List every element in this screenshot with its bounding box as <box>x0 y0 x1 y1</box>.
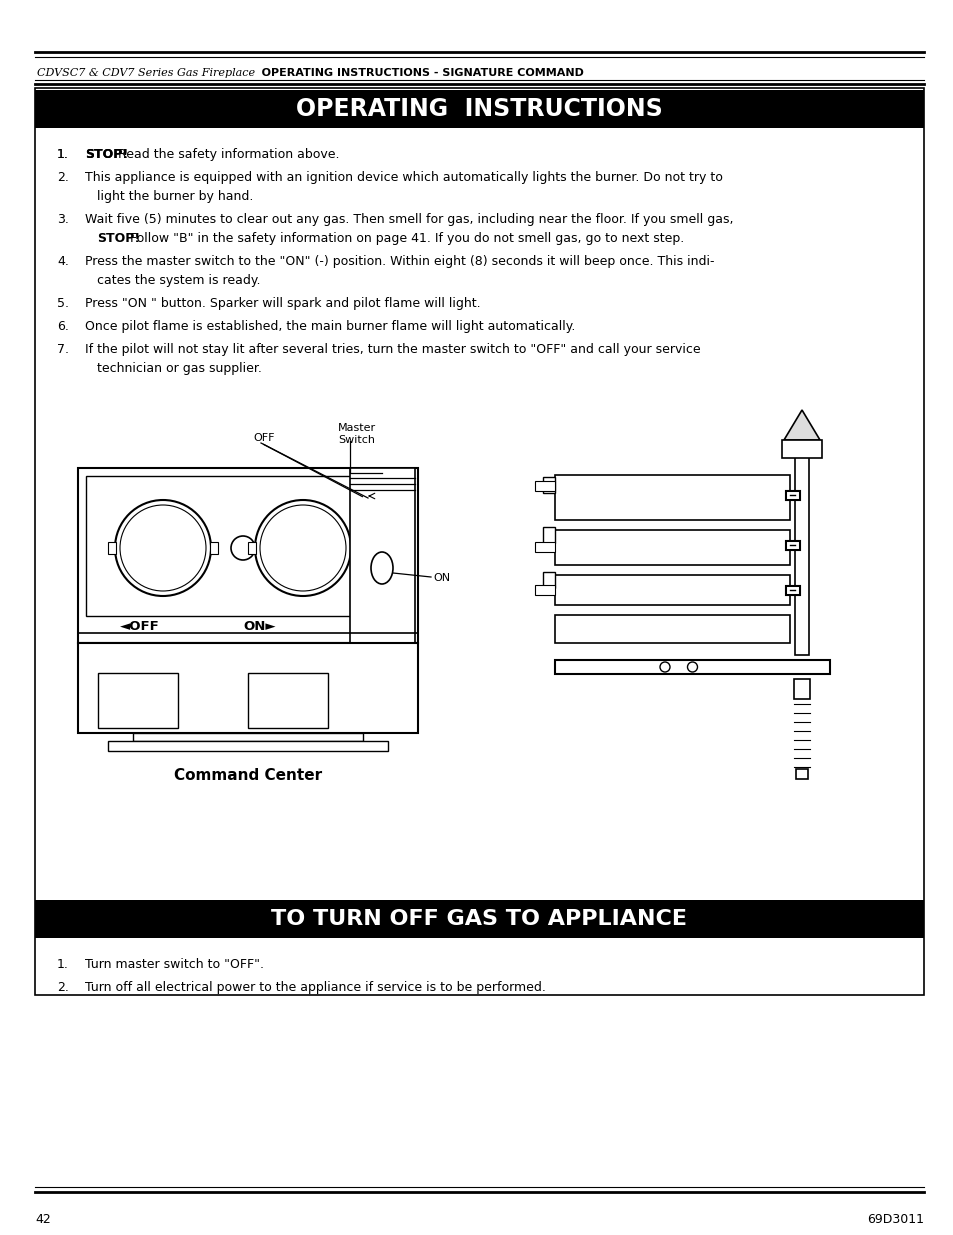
Text: Turn off all electrical power to the appliance if service is to be performed.: Turn off all electrical power to the app… <box>85 981 545 994</box>
Text: Once pilot flame is established, the main burner flame will light automatically.: Once pilot flame is established, the mai… <box>85 320 575 333</box>
Text: Turn master switch to "OFF".: Turn master switch to "OFF". <box>85 958 264 971</box>
Bar <box>248 673 328 727</box>
Text: 1.: 1. <box>57 148 69 161</box>
Bar <box>555 659 829 674</box>
Circle shape <box>115 500 211 597</box>
Bar <box>535 480 555 492</box>
Text: STOP!: STOP! <box>97 232 140 245</box>
Text: 7.: 7. <box>57 343 69 356</box>
Ellipse shape <box>371 552 393 584</box>
Text: OPERATING  INSTRUCTIONS: OPERATING INSTRUCTIONS <box>295 98 662 121</box>
Bar <box>794 425 808 655</box>
Text: 1.: 1. <box>57 958 69 971</box>
Bar <box>98 673 178 727</box>
Text: OFF: OFF <box>253 433 274 443</box>
Text: This appliance is equipped with an ignition device which automatically lights th: This appliance is equipped with an ignit… <box>85 170 722 184</box>
Text: TO TURN OFF GAS TO APPLIANCE: TO TURN OFF GAS TO APPLIANCE <box>272 909 687 929</box>
Bar <box>542 572 555 588</box>
Text: 4.: 4. <box>57 254 69 268</box>
Bar <box>86 475 355 616</box>
Text: 6.: 6. <box>57 320 69 333</box>
Bar <box>542 477 555 493</box>
Circle shape <box>231 536 254 559</box>
Circle shape <box>659 662 669 672</box>
Bar <box>795 769 807 779</box>
Text: 42: 42 <box>35 1213 51 1226</box>
Text: Switch: Switch <box>337 435 375 445</box>
Text: If the pilot will not stay lit after several tries, turn the master switch to "O: If the pilot will not stay lit after sev… <box>85 343 700 356</box>
Bar <box>555 615 789 643</box>
Bar <box>108 542 116 555</box>
Circle shape <box>687 662 697 672</box>
Bar <box>210 542 218 555</box>
Text: 2.: 2. <box>57 170 69 184</box>
Polygon shape <box>783 410 820 440</box>
Circle shape <box>254 500 351 597</box>
Text: 3.: 3. <box>57 212 69 226</box>
Bar <box>248 542 255 555</box>
Text: ON►: ON► <box>243 620 275 634</box>
Text: CDVSC7 & CDV7 Series Gas Fireplace: CDVSC7 & CDV7 Series Gas Fireplace <box>37 68 254 78</box>
Text: Master: Master <box>337 424 375 433</box>
Circle shape <box>120 505 206 592</box>
Bar <box>535 585 555 595</box>
Bar <box>793 679 809 699</box>
Bar <box>35 88 923 995</box>
Text: Read the safety information above.: Read the safety information above. <box>113 148 339 161</box>
Text: Follow "B" in the safety information on page 41. If you do not smell gas, go to : Follow "B" in the safety information on … <box>126 232 683 245</box>
Text: light the burner by hand.: light the burner by hand. <box>97 190 253 203</box>
Text: 5.: 5. <box>57 296 69 310</box>
Circle shape <box>260 505 346 592</box>
Bar <box>350 468 415 643</box>
Text: 1.: 1. <box>57 148 69 161</box>
Bar <box>78 643 417 734</box>
Bar <box>132 734 363 741</box>
Bar <box>535 542 555 552</box>
Text: 69D3011: 69D3011 <box>866 1213 923 1226</box>
Bar <box>108 741 388 751</box>
Bar <box>35 90 923 128</box>
Text: Press "ON " button. Sparker will spark and pilot flame will light.: Press "ON " button. Sparker will spark a… <box>85 296 480 310</box>
Text: Wait five (5) minutes to clear out any gas. Then smell for gas, including near t: Wait five (5) minutes to clear out any g… <box>85 212 733 226</box>
Bar <box>350 542 357 555</box>
Text: cates the system is ready.: cates the system is ready. <box>97 274 260 287</box>
Text: ◄OFF: ◄OFF <box>120 620 159 634</box>
Bar <box>555 530 789 564</box>
Bar <box>78 468 417 643</box>
Text: Press the master switch to the "ON" (-) position. Within eight (8) seconds it wi: Press the master switch to the "ON" (-) … <box>85 254 714 268</box>
Text: Command Center: Command Center <box>173 768 322 783</box>
Bar <box>781 440 821 458</box>
Text: ON: ON <box>433 573 450 583</box>
Text: OPERATING INSTRUCTIONS - SIGNATURE COMMAND: OPERATING INSTRUCTIONS - SIGNATURE COMMA… <box>250 68 583 78</box>
Text: technician or gas supplier.: technician or gas supplier. <box>97 362 262 375</box>
Bar <box>542 527 555 543</box>
Bar <box>555 576 789 605</box>
Text: STOP!: STOP! <box>85 148 128 161</box>
Bar <box>35 900 923 939</box>
Text: STOP!: STOP! <box>85 148 128 161</box>
Text: 2.: 2. <box>57 981 69 994</box>
Bar <box>555 475 789 520</box>
